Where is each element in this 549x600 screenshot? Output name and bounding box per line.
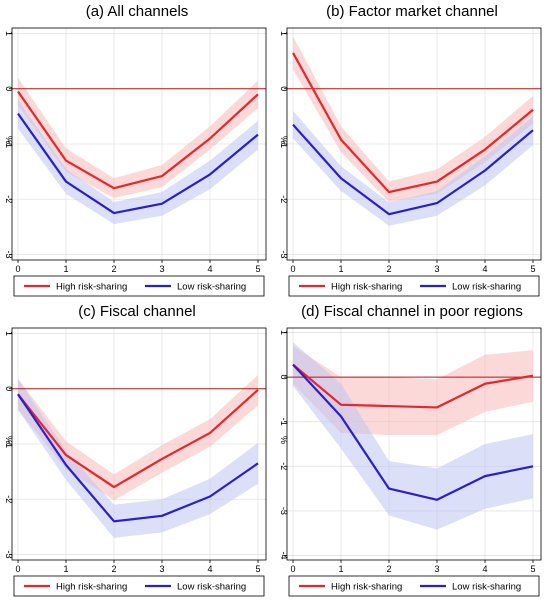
x-tick-label: 1	[338, 264, 343, 274]
y-tick-label: -2	[4, 495, 14, 503]
confidence-band-low	[18, 99, 258, 225]
legend-box	[288, 575, 540, 597]
x-tick-label: 2	[386, 564, 391, 574]
legend-label-low: Low risk-sharing	[452, 282, 521, 293]
y-axis-label: %	[279, 436, 289, 444]
legend-box	[13, 275, 265, 297]
x-tick-label: 1	[63, 564, 68, 574]
series-line-low	[17, 393, 259, 523]
y-tick-label: 0	[4, 86, 14, 91]
x-tick-label: 2	[386, 264, 391, 274]
legend-box	[13, 575, 265, 597]
y-axis-label: %	[279, 136, 289, 144]
legend-label-high: High risk-sharing	[331, 282, 402, 293]
panel-all-channels: (a) All channels 1 0 -1 -2 -3% 0 1 2 3 4 5 High ris…	[0, 0, 274, 300]
series-line-high	[17, 90, 259, 190]
x-tick-label: 3	[159, 564, 164, 574]
y-tick-label: 1	[4, 31, 14, 36]
series-line-high	[292, 52, 534, 194]
legend: High risk-sharing Low risk-sharing	[288, 575, 540, 597]
series-line-low	[17, 112, 259, 215]
legend: High risk-sharing Low risk-sharing	[288, 275, 540, 297]
x-tick-label: 3	[434, 264, 439, 274]
x-tick-label: 1	[338, 564, 343, 574]
legend-box	[288, 275, 540, 297]
legend-label-low: Low risk-sharing	[177, 582, 246, 593]
legend: High risk-sharing Low risk-sharing	[13, 275, 265, 297]
legend-label-low: Low risk-sharing	[177, 282, 246, 293]
panel-fiscal-channel: (c) Fiscal channel 1 0 -1 -2 -3% 0 1 2 3 4 5 High r…	[0, 300, 274, 600]
panel-title: (d) Fiscal channel in poor regions	[301, 303, 523, 320]
x-tick-label: 3	[434, 564, 439, 574]
x-tick-label: 4	[207, 564, 212, 574]
y-tick-label: -1	[4, 440, 14, 448]
y-tick-label: -2	[279, 462, 289, 470]
confidence-band-low	[293, 110, 533, 226]
y-tick-label: -1	[4, 140, 14, 148]
y-tick-label: 1	[279, 330, 289, 335]
y-tick-label: 0	[279, 86, 289, 91]
y-axis-label: %	[4, 436, 14, 444]
y-tick-label: 1	[279, 31, 289, 36]
series-line-low	[292, 123, 534, 216]
x-tick-label: 5	[255, 264, 260, 274]
legend-label-high: High risk-sharing	[331, 582, 402, 593]
y-tick-label: -4	[279, 552, 289, 560]
y-tick-label: -3	[4, 550, 14, 558]
y-axis-label: %	[4, 136, 14, 144]
y-tick-label: -2	[4, 195, 14, 203]
panel-fiscal-channel-poor-regions: (d) Fiscal channel in poor regions 1 0 -1 -…	[275, 300, 549, 600]
panel-title: (c) Fiscal channel	[78, 303, 196, 320]
x-tick-label: 4	[207, 264, 212, 274]
legend: High risk-sharing Low risk-sharing	[13, 575, 265, 597]
x-tick-label: 2	[111, 564, 116, 574]
y-tick-label: 1	[4, 331, 14, 336]
y-tick-label: -3	[279, 507, 289, 515]
panel-title: (b) Factor market channel	[326, 3, 498, 20]
chart-svg: 1 0 -1 -2 -3 -4% 0 1 2 3 4 5 High risk-sharing Low ri…	[279, 327, 542, 597]
series-line-high	[17, 389, 259, 489]
x-tick-label: 5	[255, 564, 260, 574]
y-tick-label: -3	[4, 250, 14, 258]
y-tick-label: 0	[279, 375, 289, 380]
chart-svg: 1 0 -1 -2 -3% 0 1 2 3 4 5 High risk-sharing Low risk…	[4, 327, 267, 597]
x-tick-label: 0	[290, 264, 295, 274]
confidence-band-low	[18, 378, 258, 538]
y-tick-label: -1	[279, 140, 289, 148]
legend-label-high: High risk-sharing	[56, 582, 127, 593]
x-tick-label: 0	[290, 564, 295, 574]
confidence-band-high	[18, 77, 258, 199]
panel-factor-market-channel: (b) Factor market channel 1 0 -1 -2 -3% 0 1 2 3 4…	[275, 0, 549, 300]
x-tick-label: 0	[15, 564, 20, 574]
y-tick-label: -1	[279, 418, 289, 426]
x-tick-label: 0	[15, 264, 20, 274]
y-tick-label: -2	[279, 195, 289, 203]
series-line-high	[292, 363, 534, 409]
confidence-band-high	[293, 36, 533, 203]
plot-frame	[286, 327, 542, 561]
legend-label-low: Low risk-sharing	[452, 582, 521, 593]
x-tick-label: 5	[530, 564, 535, 574]
x-tick-label: 1	[63, 264, 68, 274]
x-tick-label: 4	[482, 564, 487, 574]
y-tick-label: 0	[4, 386, 14, 391]
x-tick-label: 5	[530, 264, 535, 274]
x-tick-label: 2	[111, 264, 116, 274]
x-tick-label: 4	[482, 264, 487, 274]
chart-svg: 1 0 -1 -2 -3% 0 1 2 3 4 5 High risk-sharing Low risk…	[4, 27, 267, 297]
y-tick-label: -3	[279, 250, 289, 258]
chart-svg: 1 0 -1 -2 -3% 0 1 2 3 4 5 High risk-sharing Low risk…	[279, 27, 542, 297]
x-tick-label: 3	[159, 264, 164, 274]
panel-title: (a) All channels	[85, 3, 189, 20]
series-line-low	[292, 363, 534, 501]
legend-label-high: High risk-sharing	[56, 282, 127, 293]
